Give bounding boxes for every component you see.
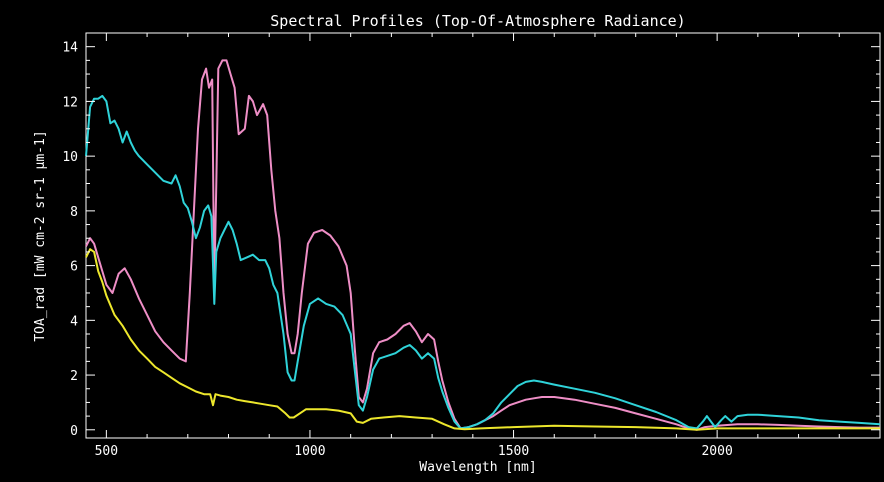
y-tick-label: 2 <box>70 369 78 384</box>
x-tick-label: 1500 <box>498 444 529 459</box>
series-line-0 <box>85 59 880 431</box>
x-tick-label: 1000 <box>294 444 325 459</box>
tick-layer: 500 1000 1500 2000 0 2 4 6 8 10 12 14 <box>62 33 881 459</box>
y-tick-label: 4 <box>70 314 78 329</box>
x-axis-label: Wavelength [nm] <box>419 460 536 475</box>
y-tick-label: 0 <box>70 424 78 439</box>
y-tick-label: 14 <box>62 41 78 56</box>
series-layer <box>85 59 881 431</box>
y-tick-label: 12 <box>62 95 78 110</box>
x-tick-label: 500 <box>95 444 118 459</box>
series-line-2 <box>85 248 880 431</box>
y-tick-label: 6 <box>70 260 78 275</box>
series-line-1 <box>85 94 881 430</box>
x-tick-label: 2000 <box>701 444 732 459</box>
y-tick-label: 10 <box>62 150 78 165</box>
plot-frame <box>85 32 881 439</box>
chart-title: Spectral Profiles (Top-Of-Atmosphere Rad… <box>270 12 685 30</box>
y-axis-label: TOA_rad [mW cm-2 sr-1 µm-1] <box>33 130 48 341</box>
y-tick-label: 8 <box>70 205 78 220</box>
